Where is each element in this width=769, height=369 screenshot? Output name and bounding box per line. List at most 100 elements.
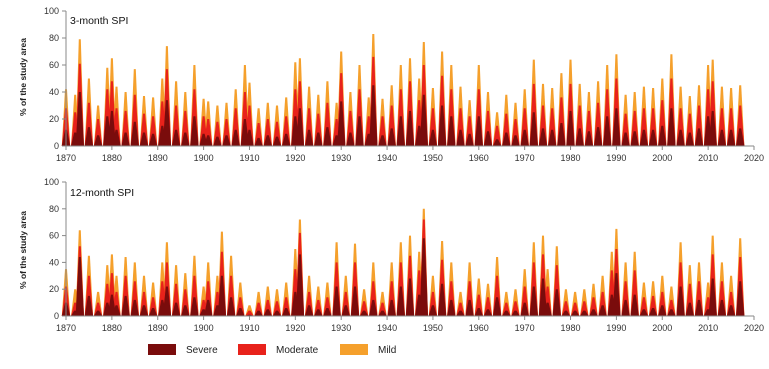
severe-spike: [502, 310, 511, 316]
plot-area-bottom: [61, 208, 745, 316]
legend-label-severe: Severe: [186, 345, 218, 356]
severe-spike: [341, 305, 350, 316]
severe-spike: [685, 302, 694, 316]
severe-spike: [685, 132, 694, 146]
severe-spike: [630, 131, 639, 146]
severe-spike: [213, 136, 222, 146]
severe-spike: [520, 129, 529, 146]
severe-spike: [621, 299, 630, 316]
x-tick-label: 1950: [423, 323, 443, 333]
severe-spike: [502, 132, 511, 146]
severe-spike: [465, 133, 474, 146]
legend-label-moderate: Moderate: [276, 345, 319, 356]
severe-spike: [387, 299, 396, 316]
severe-spike: [346, 132, 355, 146]
x-tick-label: 1890: [148, 323, 168, 333]
legend-item-mild: Mild: [340, 344, 396, 356]
y-tick-label: 100: [44, 6, 59, 16]
severe-spike: [736, 128, 745, 146]
severe-spike: [272, 136, 282, 146]
severe-spike: [181, 132, 190, 146]
x-tick-label: 1910: [239, 323, 259, 333]
legend: Severe Moderate Mild: [148, 344, 396, 356]
severe-spike: [75, 92, 84, 146]
x-tick-label: 1880: [102, 153, 122, 163]
x-tick-label: 1870: [56, 323, 76, 333]
severe-spike: [612, 108, 621, 146]
severe-spike: [245, 129, 254, 146]
severe-spike: [694, 128, 704, 146]
severe-spike: [726, 129, 736, 146]
severe-spike: [639, 129, 649, 146]
severe-spike: [405, 278, 415, 316]
y-tick-label: 60: [49, 60, 59, 70]
y-tick-label: 20: [49, 114, 59, 124]
severe-spike: [603, 116, 612, 146]
panel-12-month-spi: % of the study area 12-month SPI 0 20 40 60…: [18, 177, 764, 333]
severe-spike: [162, 286, 172, 316]
x-tick-label: 1900: [194, 153, 214, 163]
y-tick-label: 60: [49, 231, 59, 241]
x-tick-label: 2020: [744, 153, 764, 163]
severe-spike: [736, 281, 745, 316]
severe-spike: [323, 127, 332, 146]
legend-item-severe: Severe: [148, 344, 218, 356]
severe-spike: [538, 278, 548, 316]
severe-spike: [529, 112, 538, 146]
severe-spike: [708, 278, 717, 316]
severe-spike: [171, 129, 181, 146]
severe-spike: [447, 116, 456, 146]
severe-spike: [204, 299, 213, 316]
severe-spike: [566, 110, 575, 146]
severe-spike: [561, 310, 571, 316]
severe-spike: [621, 132, 630, 146]
severe-spike: [314, 309, 323, 316]
severe-spike: [428, 129, 438, 146]
x-tick-label: 2000: [652, 323, 672, 333]
moderate-spike: [492, 125, 502, 146]
severe-spike: [369, 85, 378, 146]
severe-spike: [130, 121, 139, 146]
panel-title-bottom: 12-month SPI: [70, 187, 134, 199]
axes-bottom: 0 20 40 60 80 100 1870 1880 1890 1900 1910 1920 1930…: [44, 177, 764, 333]
x-tick-label: 1970: [515, 153, 535, 163]
x-tick-label: 1960: [469, 153, 489, 163]
x-tick-label: 1980: [561, 153, 581, 163]
severe-spike: [282, 308, 291, 316]
series-severe: [61, 85, 745, 146]
severe-spike: [254, 137, 263, 146]
severe-spike: [593, 127, 603, 146]
x-tick-label: 2010: [698, 323, 718, 333]
severe-spike: [437, 105, 447, 146]
severe-spike: [492, 139, 502, 146]
severe-spike: [708, 110, 717, 146]
severe-spike: [552, 289, 561, 316]
severe-spike: [378, 310, 387, 316]
severe-spike: [121, 295, 130, 316]
severe-spike: [148, 133, 158, 146]
severe-spike: [121, 132, 130, 146]
moderate-spike: [272, 301, 282, 316]
x-tick-label: 1960: [469, 323, 489, 333]
severe-spike: [538, 128, 548, 146]
severe-spike: [139, 305, 149, 316]
moderate-spike: [589, 297, 598, 316]
severe-spike: [717, 299, 727, 316]
severe-spike: [589, 309, 598, 316]
severe-spike: [139, 132, 149, 146]
severe-spike: [337, 101, 346, 146]
severe-spike: [419, 238, 428, 316]
legend-item-moderate: Moderate: [238, 344, 319, 356]
x-tick-label: 1880: [102, 323, 122, 333]
severe-spike: [254, 310, 263, 316]
y-tick-label: 100: [44, 177, 59, 187]
severe-spike: [428, 305, 438, 316]
x-tick-label: 1970: [515, 323, 535, 333]
severe-spike: [226, 297, 236, 316]
severe-spike: [181, 305, 190, 316]
severe-spike: [511, 310, 520, 316]
severe-spike: [667, 309, 676, 316]
moderate-spike: [561, 301, 571, 316]
severe-spike: [295, 108, 305, 146]
